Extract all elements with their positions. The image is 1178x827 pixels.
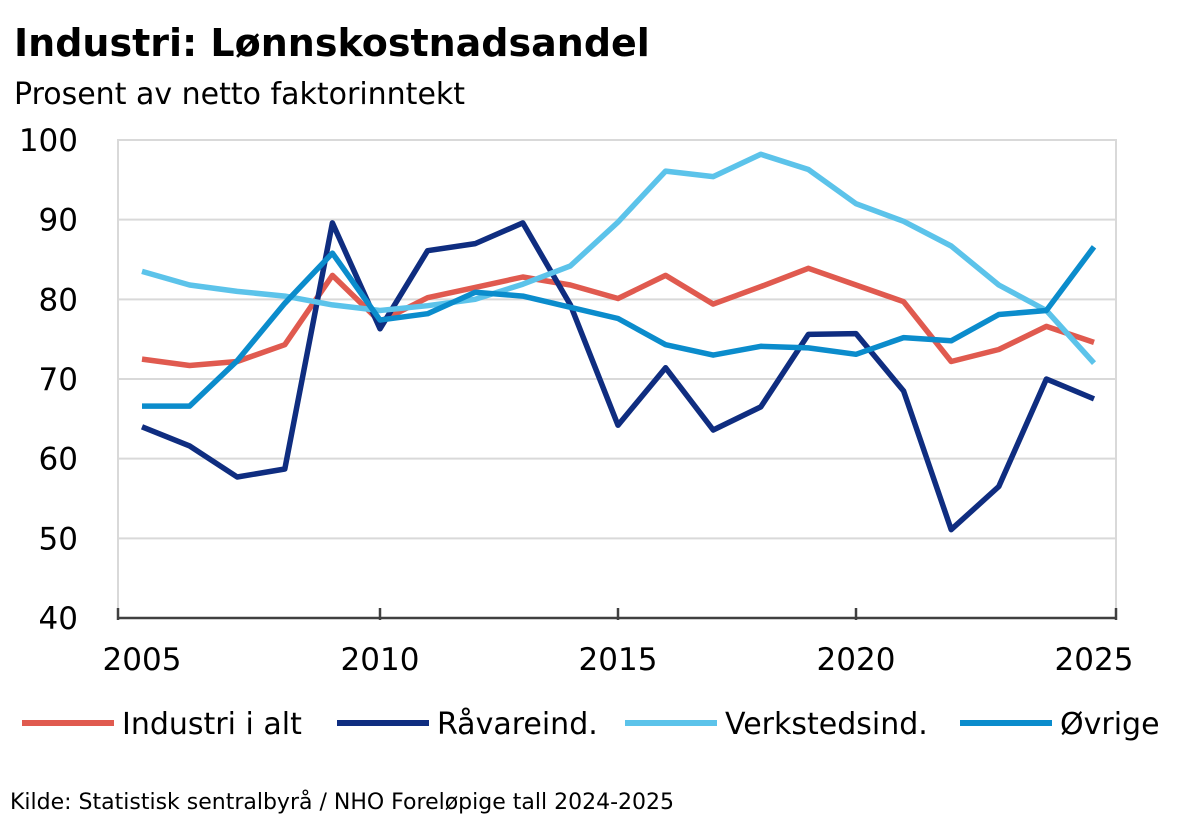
y-axis: 40 50 60 70 80 90 100 — [19, 123, 78, 637]
series-line-vrige — [142, 245, 1097, 409]
legend-label-r-vareind: Råvareind. — [437, 707, 598, 742]
y-tick-label-80: 80 — [39, 282, 78, 318]
source-note: Kilde: Statistisk sentralbyrå / NHO Fore… — [10, 789, 674, 815]
y-tick-label-50: 50 — [39, 521, 78, 557]
legend-label-vrige: Øvrige — [1060, 707, 1160, 742]
chart-subtitle: Prosent av netto faktorinntekt — [14, 77, 465, 112]
legend-label-verkstedsind: Verkstedsind. — [725, 707, 928, 742]
y-tick-label-70: 70 — [39, 362, 78, 398]
series-line-r-vareind — [140, 220, 1096, 533]
x-tick-label-2010: 2010 — [341, 642, 420, 678]
grid-lines — [118, 218, 1116, 540]
legend: Industri i alt Råvareind. Verkstedsind. Øvr… — [22, 707, 1160, 742]
legend-label-industri-i-alt: Industri i alt — [122, 707, 302, 742]
y-tick-label-90: 90 — [39, 203, 78, 239]
x-axis: 2005 2010 2015 2020 2025 — [103, 608, 1134, 678]
x-tick-label-2025: 2025 — [1055, 642, 1134, 678]
y-tick-label-60: 60 — [39, 442, 78, 478]
x-tick-label-2015: 2015 — [579, 642, 658, 678]
x-tick-label-2020: 2020 — [817, 642, 896, 678]
series-lines — [140, 151, 1097, 533]
y-tick-label-100: 100 — [19, 123, 78, 159]
series-line-verkstedsind — [141, 151, 1097, 365]
y-tick-label-40: 40 — [39, 601, 78, 637]
x-tick-label-2005: 2005 — [103, 642, 182, 678]
chart-title: Industri: Lønnskostnadsandel — [14, 21, 650, 65]
